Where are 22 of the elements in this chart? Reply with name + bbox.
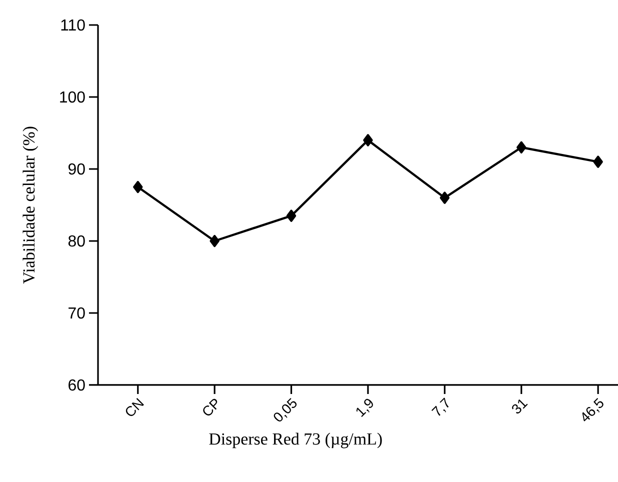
y-tick-label: 110 — [61, 19, 85, 31]
x-tick-label: 7,7 — [431, 398, 449, 416]
x-tick-label: 1,9 — [356, 398, 373, 417]
x-tick-label: 46,5 — [582, 398, 604, 422]
x-tick-label: CP — [203, 398, 218, 416]
y-tick-label: 60 — [68, 379, 85, 391]
point — [440, 192, 450, 204]
point — [363, 134, 373, 146]
y-tick-label: 90 — [68, 163, 85, 175]
point — [516, 141, 526, 154]
point — [286, 210, 296, 222]
x-tick-label: CN — [126, 398, 144, 416]
x-axis-title: Disperse Red 73 (µg/mL) — [209, 432, 382, 448]
y-tick-label: 70 — [68, 307, 85, 319]
point — [133, 180, 143, 194]
y-tick-label: 80 — [68, 235, 85, 247]
x-tick-label: 0,05 — [274, 398, 297, 422]
point — [593, 156, 603, 168]
y-tick-label: 100 — [60, 91, 85, 103]
x-tick-label: 31 — [512, 399, 528, 414]
point — [210, 234, 220, 248]
y-axis-title: Viabilidade celular (%) — [22, 126, 38, 284]
